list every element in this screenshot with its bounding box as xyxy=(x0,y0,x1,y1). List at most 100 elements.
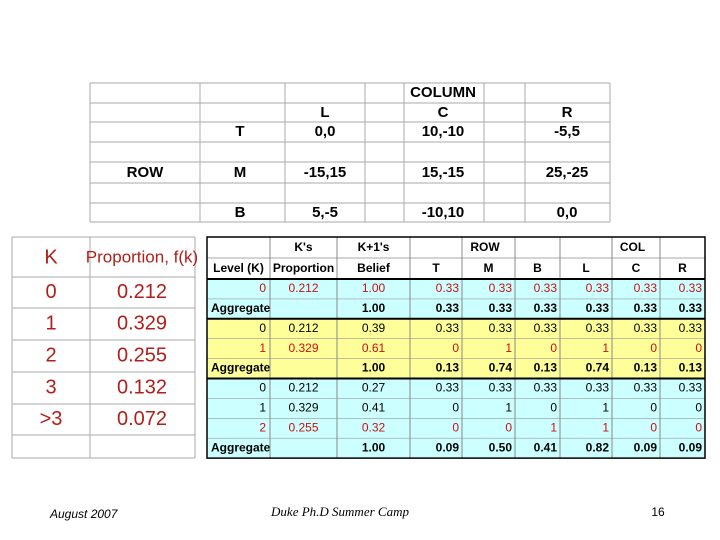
footer-date: August 2007 xyxy=(49,507,119,521)
value-cell: 0 xyxy=(650,401,657,415)
level-cell: 1 xyxy=(259,341,266,355)
column-header: M xyxy=(484,261,494,275)
column-header: C xyxy=(632,261,641,275)
level-cell: 0 xyxy=(259,321,266,335)
value-cell: 0.09 xyxy=(679,440,703,454)
level-cell: 1 xyxy=(259,401,266,415)
value-cell: 0.33 xyxy=(534,301,558,315)
value-cell: 0 xyxy=(695,341,702,355)
level-cell: Aggregate xyxy=(211,440,271,454)
column-header: R xyxy=(678,261,687,275)
value-cell: 1 xyxy=(602,401,609,415)
value-cell: 0.33 xyxy=(534,381,558,395)
proportion-cell: 0.255 xyxy=(117,344,167,366)
section-bg xyxy=(207,318,705,379)
payoff-cell: 5,-5 xyxy=(312,204,338,221)
value-cell: 0.74 xyxy=(489,361,513,375)
k-cell: 3 xyxy=(45,376,56,398)
value-cell: 0.33 xyxy=(489,301,513,315)
value-cell: 0.39 xyxy=(362,321,386,335)
group-header: ROW xyxy=(470,240,500,254)
value-cell: 0.212 xyxy=(288,281,318,295)
value-cell: 0.33 xyxy=(634,321,658,335)
value-cell: 0.13 xyxy=(679,361,703,375)
proportion-header: Proportion, f(k) xyxy=(86,247,198,266)
value-cell: 0.33 xyxy=(634,381,658,395)
column-header: Proportion xyxy=(273,261,334,275)
value-cell: 0.61 xyxy=(362,341,386,355)
value-cell: 0 xyxy=(695,420,702,434)
level-cell: Aggregate xyxy=(211,361,271,375)
value-cell: 0.13 xyxy=(436,361,460,375)
value-cell: 1 xyxy=(550,420,557,434)
value-cell: 0 xyxy=(550,401,557,415)
k-cell: >3 xyxy=(40,408,63,430)
footer-event: Duke Ph.D Summer Camp xyxy=(270,504,409,519)
column-header: COLUMN xyxy=(410,84,476,101)
row-label: T xyxy=(235,123,244,140)
group-header: K+1's xyxy=(358,240,390,254)
column-label: R xyxy=(562,104,573,121)
group-header: COL xyxy=(620,240,645,254)
value-cell: 0 xyxy=(550,341,557,355)
proportion-cell: 0.072 xyxy=(117,408,167,430)
payoff-cell: 15,-15 xyxy=(422,164,465,181)
value-cell: 1 xyxy=(505,401,512,415)
value-cell: 0.212 xyxy=(288,321,318,335)
table-border xyxy=(206,236,706,459)
value-cell: 1.00 xyxy=(362,281,386,295)
value-cell: 0.33 xyxy=(634,281,658,295)
payoff-cell: -10,10 xyxy=(422,204,465,221)
value-cell: 0.09 xyxy=(436,440,460,454)
page-number: 16 xyxy=(651,505,665,519)
column-header: Belief xyxy=(357,261,391,275)
value-cell: 0.33 xyxy=(489,281,513,295)
value-cell: 0.41 xyxy=(534,440,558,454)
value-cell: 0.41 xyxy=(362,401,386,415)
value-cell: 0 xyxy=(452,401,459,415)
value-cell: 1 xyxy=(505,341,512,355)
value-cell: 1.00 xyxy=(362,361,386,375)
group-header: K's xyxy=(294,240,313,254)
value-cell: 0 xyxy=(452,341,459,355)
value-cell: 0.255 xyxy=(288,420,318,434)
payoff-cell: -15,15 xyxy=(304,164,347,181)
column-header: B xyxy=(533,261,542,275)
column-header: Level (K) xyxy=(213,261,264,275)
value-cell: 0.32 xyxy=(362,420,386,434)
value-cell: 0.329 xyxy=(288,341,318,355)
column-label: L xyxy=(320,104,329,121)
payoff-cell: 0,0 xyxy=(315,123,336,140)
value-cell: 0.33 xyxy=(679,381,703,395)
k-cell: 1 xyxy=(45,312,56,334)
column-label: C xyxy=(438,104,449,121)
value-cell: 0.09 xyxy=(634,440,658,454)
value-cell: 0 xyxy=(650,341,657,355)
payoff-cell: 25,-25 xyxy=(546,164,589,181)
value-cell: 0.33 xyxy=(534,321,558,335)
proportion-cell: 0.329 xyxy=(117,312,167,334)
value-cell: 0 xyxy=(452,420,459,434)
row-label: B xyxy=(235,204,246,221)
value-cell: 0.82 xyxy=(586,440,610,454)
value-cell: 0.27 xyxy=(362,381,386,395)
value-cell: 0.13 xyxy=(634,361,658,375)
column-header: T xyxy=(432,261,440,275)
level-cell: 0 xyxy=(259,281,266,295)
payoff-cell: 10,-10 xyxy=(422,123,465,140)
k-header: K xyxy=(44,246,58,268)
level-cell: 0 xyxy=(259,381,266,395)
k-cell: 0 xyxy=(45,281,56,303)
value-cell: 0.33 xyxy=(586,321,610,335)
value-cell: 0.33 xyxy=(586,281,610,295)
value-cell: 1 xyxy=(602,341,609,355)
value-cell: 1.00 xyxy=(362,440,386,454)
value-cell: 0.33 xyxy=(679,321,703,335)
k-cell: 2 xyxy=(45,344,56,366)
level-cell: Aggregate xyxy=(211,301,271,315)
value-cell: 0.33 xyxy=(679,281,703,295)
value-cell: 0.33 xyxy=(436,381,460,395)
value-cell: 0.33 xyxy=(436,281,460,295)
value-cell: 0.33 xyxy=(489,381,513,395)
